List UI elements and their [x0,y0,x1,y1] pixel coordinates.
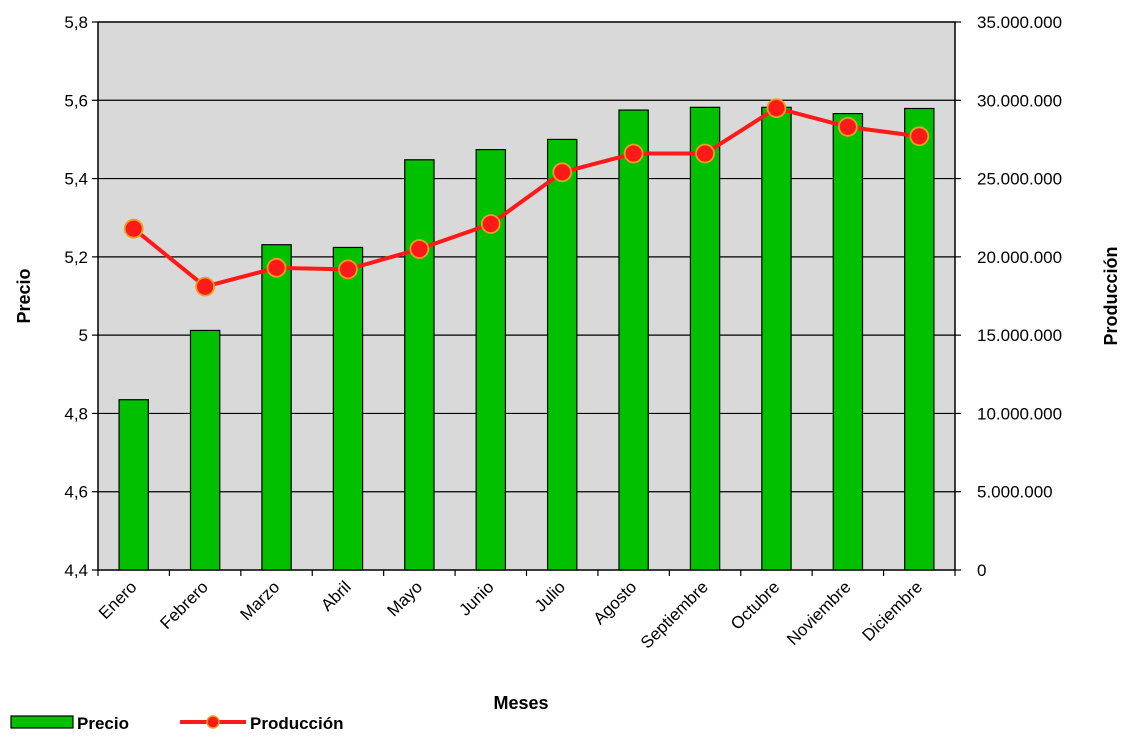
x-tick-label: Mayo [383,577,426,620]
bar-marzo [261,244,292,571]
bar-enero [118,399,149,571]
bar-mayo [404,159,435,571]
point-diciembre [909,126,930,147]
bar-febrero [189,329,221,571]
bar-septiembre [689,106,721,571]
right-tick-label: 15.000.000 [977,326,1062,345]
legend-marker-produccion [206,715,220,729]
point-marzo [266,257,287,278]
x-tick-label: Diciembre [859,577,927,645]
produccion-line [132,106,920,289]
bar-octubre [761,106,792,571]
point-octubre [766,98,787,119]
legend-label-produccion: Producción [250,714,344,733]
right-tick-label: 0 [977,561,986,580]
left-tick-label: 4,4 [64,561,88,580]
y-axis-title: Precio [14,268,34,323]
x-tick-label: Enero [95,577,141,623]
point-julio [552,162,573,183]
x-tick-label: Febrero [156,577,212,633]
left-axis: 4,4 4,6 4,8 5 5,2 5,4 5,6 5,8 [64,13,98,580]
left-tick-label: 5,8 [64,13,88,32]
point-junio [480,214,501,234]
bar-julio [546,138,578,571]
legend: Precio Producción [10,714,344,733]
legend-label-precio: Precio [77,714,129,733]
y2-axis-title: Producción [1101,246,1121,345]
right-tick-label: 35.000.000 [977,13,1062,32]
point-noviembre [837,117,858,137]
plot-area [97,21,956,571]
left-tick-label: 4,6 [64,483,88,502]
point-septiembre [695,143,715,164]
left-tick-label: 5 [79,326,88,345]
x-axis-title: Meses [493,693,548,713]
point-febrero [195,276,216,297]
bar-noviembre [832,112,864,571]
x-axis: Enero Febrero Marzo Abril Mayo Junio Julio Agos… [95,570,956,652]
point-enero [123,218,144,239]
bar-junio [475,149,507,571]
left-tick-label: 5,6 [64,91,88,110]
legend-swatch-precio [10,715,74,729]
point-agosto [623,143,644,164]
x-tick-label: Junio [455,577,497,619]
x-tick-label: Septiembre [637,577,712,652]
x-tick-label: Abril [317,577,354,614]
bar-agosto [618,109,649,571]
x-tick-label: Agosto [590,577,641,628]
right-axis: 0 5.000.000 10.000.000 15.000.000 20.000.000… [955,13,1062,580]
right-tick-label: 10.000.000 [977,404,1062,423]
x-tick-label: Octubre [727,577,783,633]
line-series [123,98,930,297]
left-tick-label: 5,4 [64,170,88,189]
left-tick-label: 5,2 [64,248,88,267]
point-mayo [409,239,430,259]
bar-abril [332,246,364,571]
left-tick-label: 4,8 [64,404,88,423]
right-tick-label: 30.000.000 [977,91,1062,110]
x-tick-label: Julio [531,577,569,615]
point-abril [338,259,358,280]
gridlines [98,99,955,493]
right-tick-label: 25.000.000 [977,170,1062,189]
right-tick-label: 5.000.000 [977,483,1053,502]
x-tick-label: Noviembre [783,577,855,649]
bar-diciembre [904,107,935,571]
x-tick-label: Marzo [237,577,284,624]
right-tick-label: 20.000.000 [977,248,1062,267]
